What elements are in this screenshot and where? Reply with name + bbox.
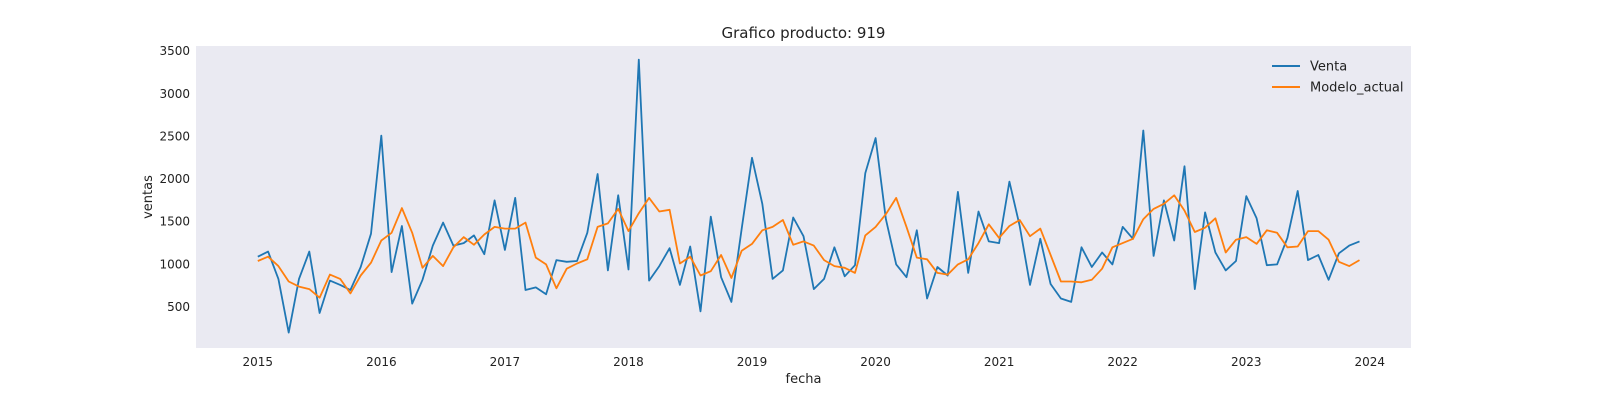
- series-line-modelo-actual: [257, 194, 1360, 299]
- y-tick-label: 1000: [159, 257, 190, 271]
- y-axis-label: ventas: [141, 175, 156, 219]
- x-tick-label: 2021: [984, 355, 1015, 369]
- legend-label: Modelo_actual: [1310, 81, 1404, 96]
- plot-area: [196, 46, 1411, 348]
- series-line-venta: [257, 58, 1360, 334]
- y-tick-label: 500: [167, 300, 190, 314]
- x-tick-label: 2015: [243, 355, 274, 369]
- x-axis-label: fecha: [786, 372, 822, 387]
- y-tick-label: 3500: [159, 44, 190, 58]
- x-tick-label: 2020: [860, 355, 891, 369]
- y-axis-ticks: 500 1000 1500 2000 2500 3000 3500: [159, 44, 190, 314]
- x-tick-label: 2017: [490, 355, 521, 369]
- x-tick-label: 2019: [737, 355, 768, 369]
- x-axis-ticks: 2015 2016 2017 2018 2019 2020 2021 2022 2023 2024: [243, 355, 1386, 369]
- legend: Venta Modelo_actual: [1272, 60, 1404, 96]
- y-tick-label: 1500: [159, 215, 190, 229]
- y-tick-label: 2500: [159, 129, 190, 143]
- chart-title: Grafico producto: 919: [722, 24, 886, 42]
- x-tick-label: 2022: [1107, 355, 1138, 369]
- legend-label: Venta: [1310, 60, 1347, 75]
- x-tick-label: 2024: [1355, 355, 1386, 369]
- x-tick-label: 2023: [1231, 355, 1262, 369]
- x-tick-label: 2016: [366, 355, 397, 369]
- y-tick-label: 3000: [159, 87, 190, 101]
- y-tick-label: 2000: [159, 172, 190, 186]
- series-layer: [257, 58, 1360, 334]
- x-tick-label: 2018: [613, 355, 644, 369]
